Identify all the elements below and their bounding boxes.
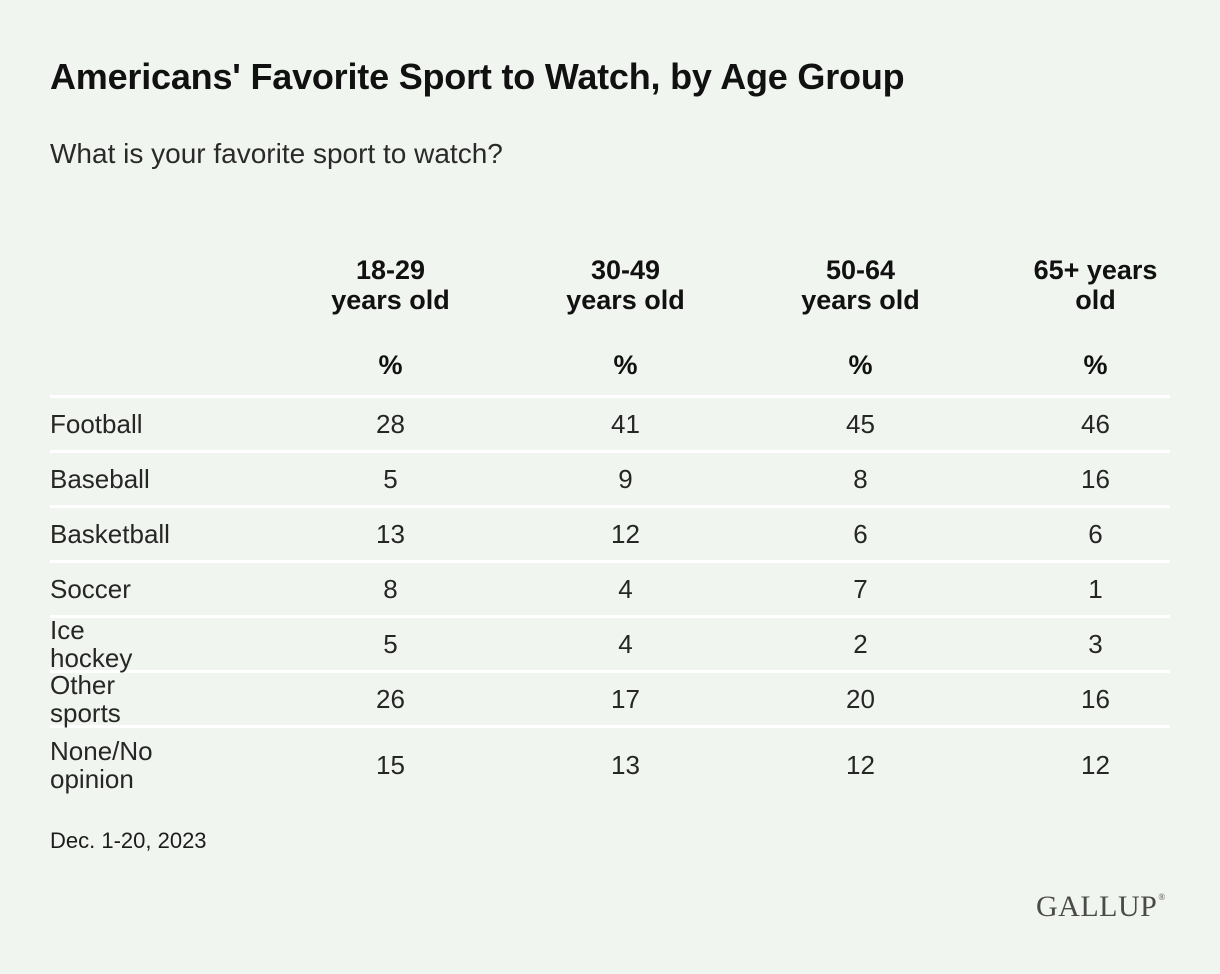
column-header-30-49: 30-49 years old	[508, 255, 743, 335]
header-spacer	[50, 255, 273, 335]
table-cell: 8	[853, 463, 868, 494]
column-header-line: 30-49	[590, 255, 661, 285]
column-header-line: years old	[801, 285, 920, 315]
table-cell: 4	[618, 573, 633, 604]
table-cell: 13	[376, 518, 405, 549]
unit-label: %	[1083, 349, 1108, 380]
column-header-line: years old	[331, 285, 450, 315]
column-header-line: years old	[566, 285, 685, 315]
table-cell: 7	[853, 573, 868, 604]
table-cell: 28	[376, 408, 405, 439]
table-row-baseball: Baseball 5 9 8 16	[50, 450, 1170, 505]
column-header-65-plus: 65+ years old	[978, 255, 1213, 335]
column-header-18-29: 18-29 years old	[273, 255, 508, 335]
table-row-ice-hockey: Ice hockey 5 4 2 3	[50, 615, 1170, 673]
table-cell: 46	[1081, 408, 1110, 439]
table-row-other-sports: Other sports 26 17 20 16	[50, 670, 1170, 728]
table-cell: 16	[1081, 463, 1110, 494]
table-cell: 20	[846, 683, 875, 714]
column-header-50-64: 50-64 years old	[743, 255, 978, 335]
unit-label: %	[613, 349, 638, 380]
registered-mark: ®	[1158, 892, 1166, 902]
table-cell: 4	[618, 628, 633, 659]
table-cell: 17	[611, 683, 640, 714]
table-cell: 16	[1081, 683, 1110, 714]
table-cell: 13	[611, 749, 640, 780]
table-cell: 41	[611, 408, 640, 439]
table-cell: 12	[611, 518, 640, 549]
table-cell: 26	[376, 683, 405, 714]
column-header-line: 65+ years	[1033, 255, 1158, 285]
table-cell: 15	[376, 749, 405, 780]
table-cell: 3	[1088, 628, 1103, 659]
table-row-none-no-opinion: None/No opinion 15 13 12 12	[50, 725, 1170, 802]
column-header-line: old	[1075, 285, 1116, 315]
table-row-basketball: Basketball 13 12 6 6	[50, 505, 1170, 560]
column-header-row: 18-29 years old 30-49 years old 50-64 ye…	[50, 255, 1170, 335]
row-label: Soccer	[50, 574, 131, 604]
table-cell: 1	[1088, 573, 1103, 604]
table-cell: 12	[1081, 749, 1110, 780]
table-row-soccer: Soccer 8 4 7 1	[50, 560, 1170, 615]
logo-wordmark: GALLUP	[1036, 890, 1158, 923]
table-cell: 45	[846, 408, 875, 439]
table-cell: 8	[383, 573, 398, 604]
unit-row: % % % %	[50, 335, 1170, 395]
row-label: Baseball	[50, 464, 150, 494]
table-cell: 12	[846, 749, 875, 780]
table-cell: 5	[383, 463, 398, 494]
table-cell: 2	[853, 628, 868, 659]
survey-date-note: Dec. 1-20, 2023	[50, 828, 207, 853]
table-cell: 9	[618, 463, 633, 494]
unit-label: %	[848, 349, 873, 380]
table-cell: 5	[383, 628, 398, 659]
table-cell: 6	[1088, 518, 1103, 549]
row-label: Ice hockey	[50, 615, 133, 673]
chart-title: Americans' Favorite Sport to Watch, by A…	[50, 56, 905, 97]
chart-subtitle: What is your favorite sport to watch?	[50, 138, 503, 169]
unit-label: %	[378, 349, 403, 380]
row-label: None/No opinion	[50, 736, 153, 794]
row-label: Other sports	[50, 670, 121, 728]
column-header-line: 50-64	[825, 255, 896, 285]
gallup-logo: GALLUP®	[1036, 890, 1166, 924]
table-cell: 6	[853, 518, 868, 549]
row-label: Football	[50, 409, 143, 439]
row-label: Basketball	[50, 519, 170, 549]
table-row-football: Football 28 41 45 46	[50, 395, 1170, 450]
column-header-line: 18-29	[355, 255, 426, 285]
data-table: 18-29 years old 30-49 years old 50-64 ye…	[50, 255, 1170, 802]
